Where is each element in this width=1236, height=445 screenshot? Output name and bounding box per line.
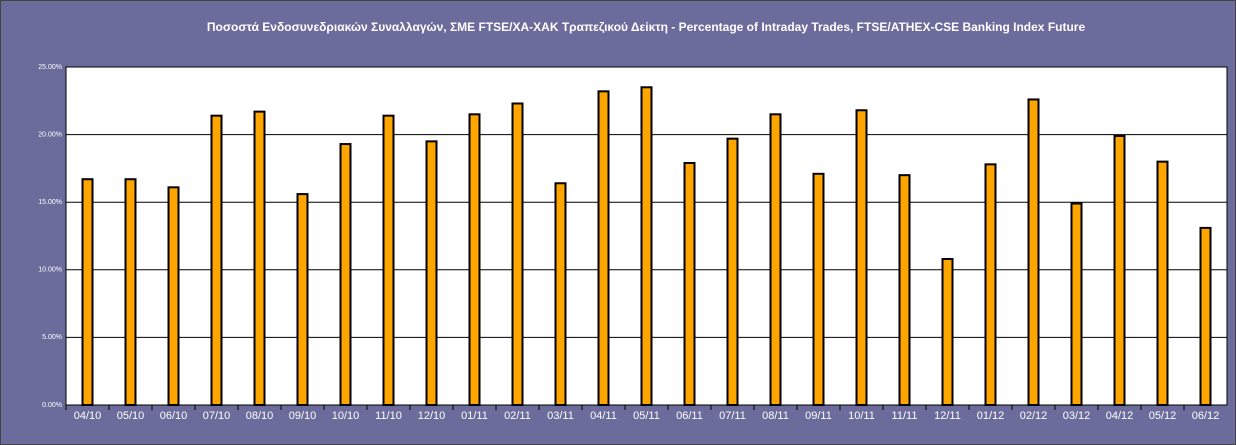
x-tick-label: 04/10 [74,410,102,422]
bar [597,90,610,406]
y-tick-label: 0.00% [42,402,62,409]
bar [1199,226,1212,406]
bar [984,163,997,406]
x-tick-label: 09/11 [805,410,832,422]
x-tick-label: 07/11 [719,410,746,422]
bar [726,137,739,406]
bar [1156,160,1169,406]
x-tick-label: 09/10 [289,410,317,422]
x-tick-label: 12/11 [934,410,961,422]
bar [124,178,137,406]
bar [296,193,309,406]
bar [167,186,180,406]
x-tick-label: 01/12 [977,410,1005,422]
x-tick-label: 06/12 [1192,410,1220,422]
x-tick-label: 03/12 [1063,410,1091,422]
bar [425,140,438,407]
x-tick-label: 06/10 [160,410,188,422]
bar [554,182,567,406]
bar [941,257,954,407]
bar [1113,134,1126,406]
x-tick-label: 12/10 [418,410,446,422]
bar [898,174,911,406]
bar [812,172,825,406]
x-tick-label: 08/11 [762,410,789,422]
y-tick-label: 5.00% [42,334,62,341]
x-tick-label: 04/12 [1106,410,1134,422]
bar [253,110,266,406]
y-tick-label: 15.00% [38,199,62,206]
x-tick-label: 02/11 [504,410,531,422]
x-tick-label: 02/12 [1020,410,1048,422]
bar [511,102,524,406]
x-tick-label: 05/12 [1149,410,1177,422]
x-tick-label: 05/11 [633,410,660,422]
bar [1027,98,1040,406]
y-tick-label: 25.00% [38,64,62,71]
x-tick-label: 08/10 [246,410,274,422]
bar [855,109,868,406]
x-tick-label: 06/11 [676,410,703,422]
bar [210,114,223,406]
x-tick-label: 11/11 [892,410,918,422]
bar [468,113,481,406]
x-tick-label: 03/11 [547,410,574,422]
x-tick-label: 11/10 [375,410,402,422]
y-tick-label: 10.00% [38,267,62,274]
y-tick-label: 20.00% [38,131,62,138]
x-tick-label: 10/10 [332,410,360,422]
x-tick-label: 04/11 [590,410,617,422]
bar [81,178,94,406]
bar [683,161,696,406]
bar [640,86,653,406]
x-tick-label: 07/10 [203,410,231,422]
x-tick-label: 01/11 [461,410,488,422]
x-tick-label: 10/11 [848,410,875,422]
bar [339,143,352,406]
bar [382,114,395,406]
bar [1070,202,1083,406]
bar [769,113,782,406]
chart-title: Ποσοστά Ενδοσυνεδριακών Συναλλαγών, ΣΜΕ … [207,20,1086,34]
x-tick-label: 05/10 [117,410,145,422]
